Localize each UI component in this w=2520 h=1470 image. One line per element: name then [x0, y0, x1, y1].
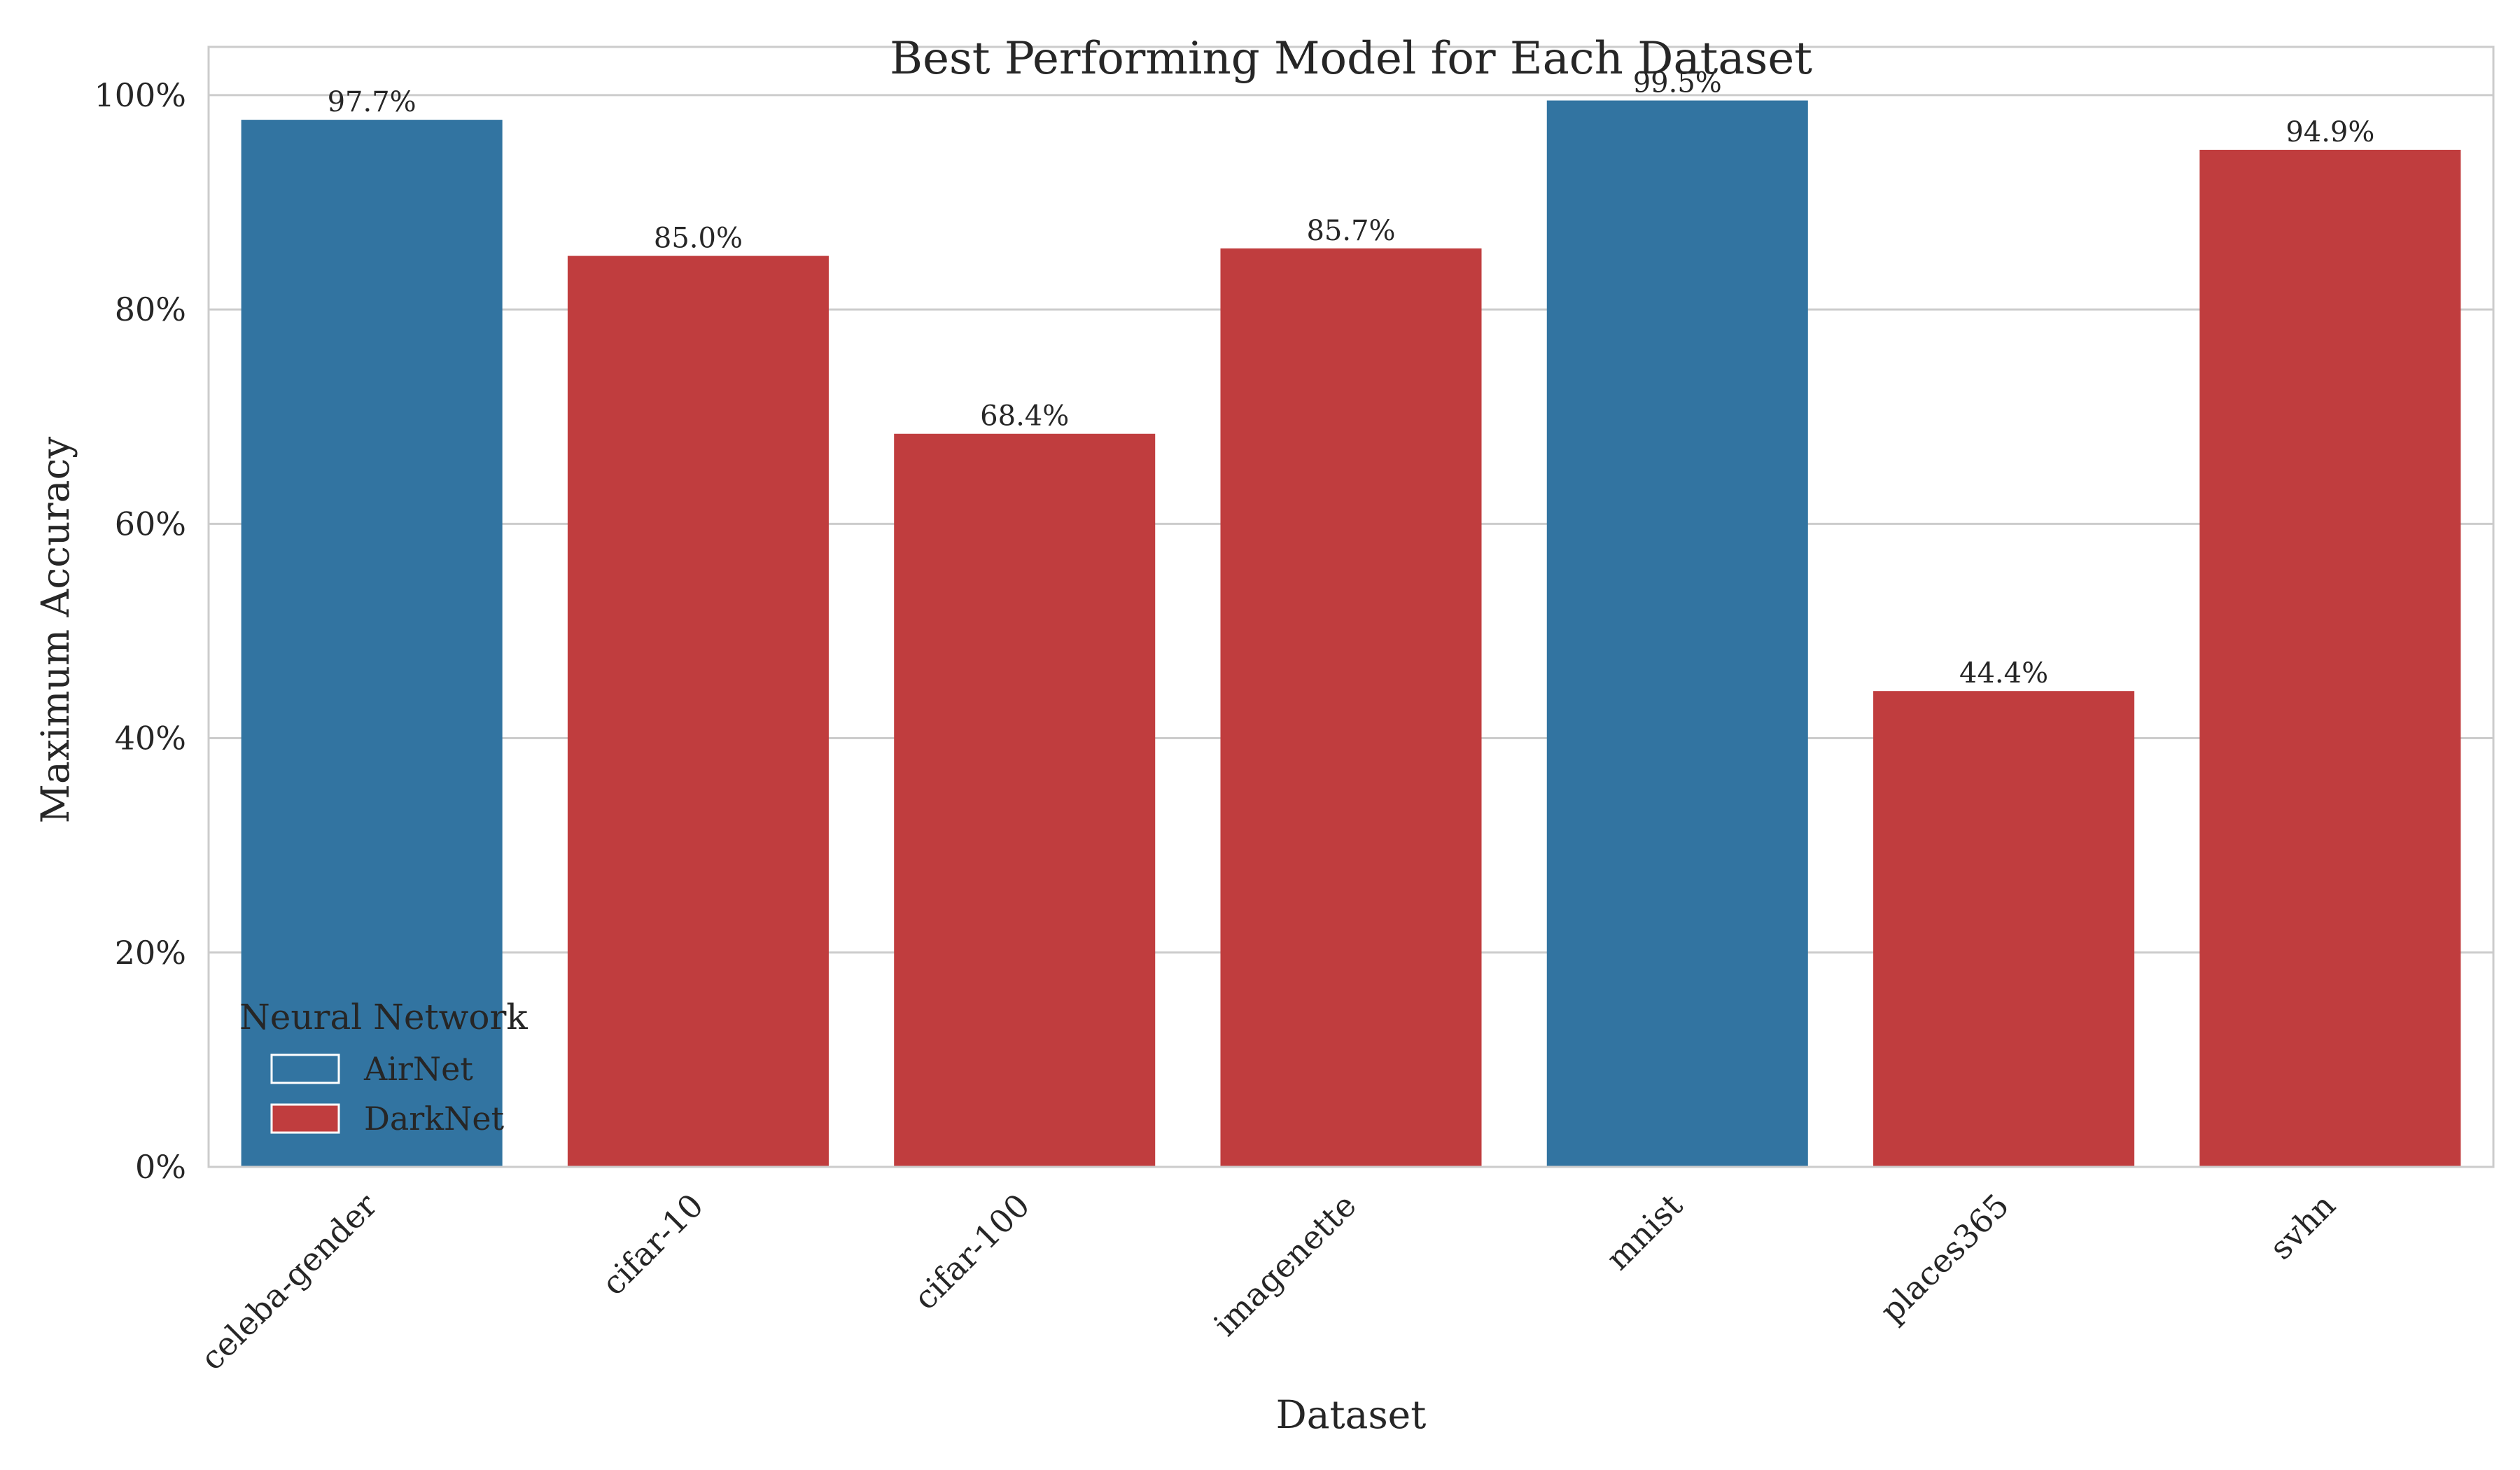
data-label-cifar-100: 68.4%: [980, 400, 1069, 433]
data-label-mnist: 99.5%: [1633, 67, 1722, 99]
bar-imagenette: [1220, 248, 1482, 1167]
bar-celeba-gender: [241, 120, 503, 1167]
data-label-cifar-10: 85.0%: [654, 223, 743, 255]
legend-title: Neural Network: [239, 997, 528, 1037]
bar-mnist: [1546, 100, 1808, 1167]
y-tick-label-1: 20%: [115, 934, 186, 972]
data-labels: 97.7% 85.0% 68.4% 85.7% 99.5% 44.4% 94.9%: [328, 67, 2375, 690]
y-tick-label-3: 60%: [115, 505, 186, 542]
plot-frame: [207, 46, 2495, 1168]
bar-cifar-10: [567, 255, 829, 1168]
legend: Neural Network AirNet DarkNet: [239, 997, 528, 1138]
bar-svhn: [2199, 149, 2461, 1168]
bar-cifar-100: [894, 433, 1156, 1167]
y-tick-label-2: 40%: [115, 720, 186, 757]
bars: [241, 100, 2461, 1168]
bar-places365: [1873, 691, 2135, 1167]
y-tick-label-0: 0%: [135, 1148, 186, 1186]
chart-title: Best Performing Model for Each Dataset: [890, 33, 1812, 85]
legend-label-airnet: AirNet: [363, 1050, 473, 1088]
x-axis-label: Dataset: [1276, 1392, 1427, 1437]
y-axis-ticks: 0% 20% 40% 60% 80% 100%: [94, 76, 186, 1186]
y-tick-label-5: 100%: [94, 76, 186, 114]
y-axis-label: Maximum Accuracy: [33, 437, 78, 824]
data-label-imagenette: 85.7%: [1306, 215, 1395, 247]
data-label-svhn: 94.9%: [2286, 116, 2374, 148]
data-label-places365: 44.4%: [1959, 657, 2048, 690]
legend-swatch-airnet: [270, 1054, 340, 1084]
legend-label-darknet: DarkNet: [364, 1100, 505, 1138]
y-tick-label-4: 80%: [115, 290, 186, 328]
legend-swatch-darknet: [270, 1103, 340, 1134]
data-label-celeba-gender: 97.7%: [328, 86, 416, 118]
